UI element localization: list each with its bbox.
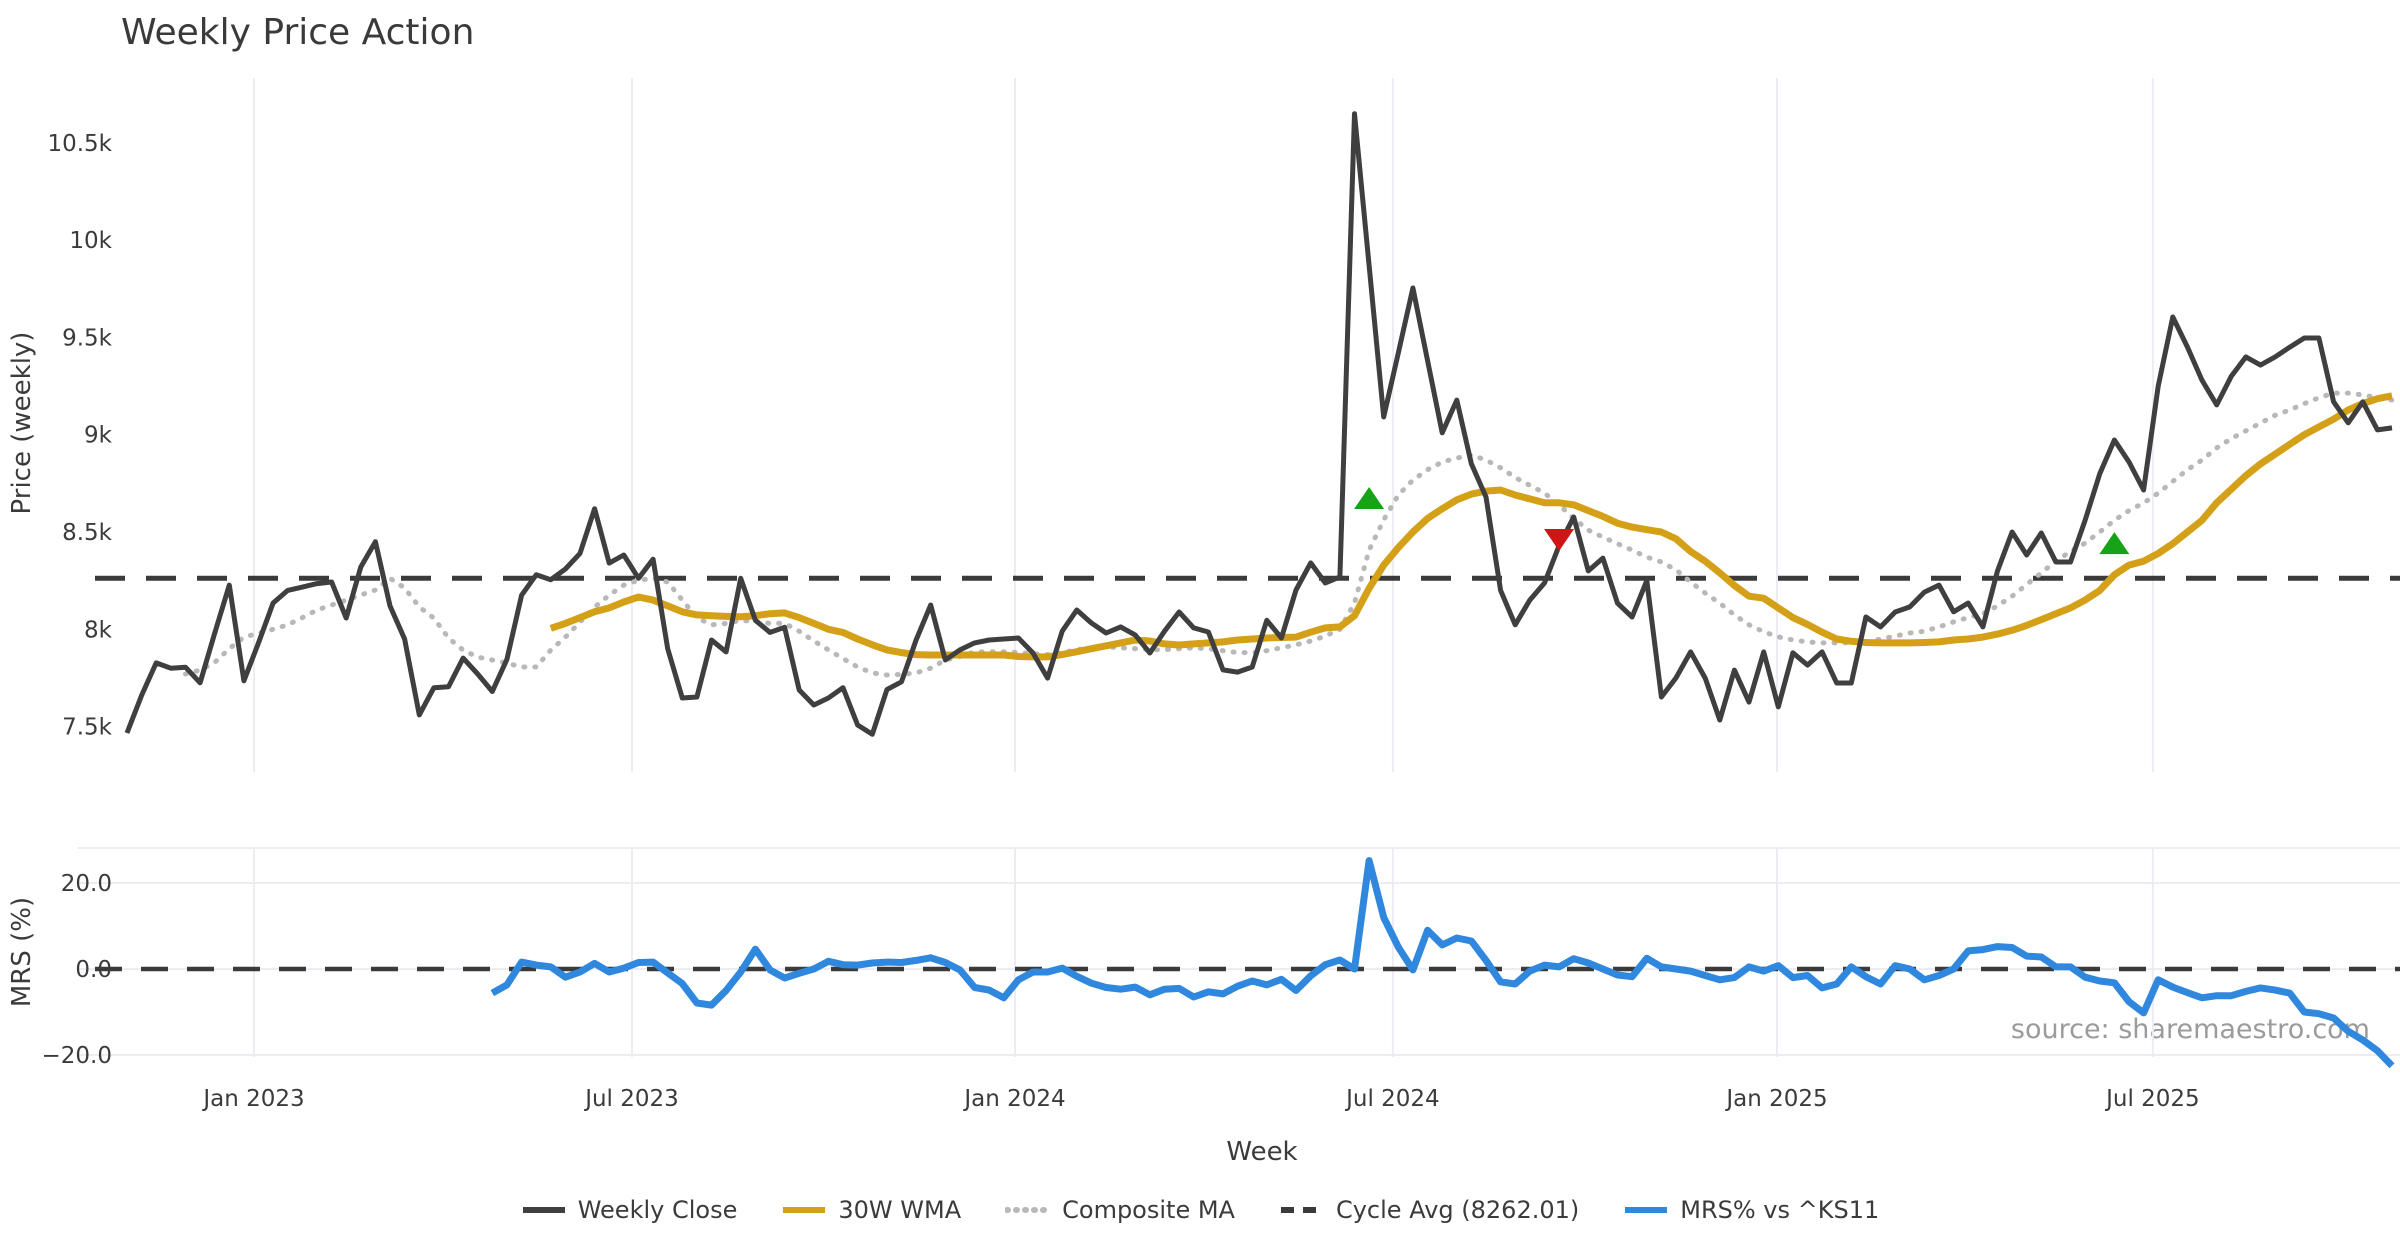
legend-label: 30W WMA	[838, 1196, 962, 1224]
composite-ma-line	[183, 390, 2395, 678]
legend-item-mrs: MRS% vs ^KS11	[1623, 1196, 1879, 1224]
weekly-close-line	[124, 111, 2393, 737]
price-tick-label: 10k	[69, 228, 112, 254]
x-tick-label: Jan 2025	[1724, 1086, 1827, 1112]
chart-title: Weekly Price Action	[121, 12, 475, 53]
legend-item-cycle-avg: Cycle Avg (8262.01)	[1279, 1196, 1579, 1224]
price-tick-label: 10.5k	[47, 131, 112, 157]
legend: Weekly Close 30W WMA Composite MA Cycle Avg…	[0, 1196, 2400, 1224]
price-tick-label: 8k	[84, 617, 113, 643]
price-tick-label: 9.5k	[62, 325, 113, 351]
legend-item-weekly-close: Weekly Close	[521, 1196, 738, 1224]
legend-label: Weekly Close	[577, 1196, 738, 1224]
mrs-tick-label: 20.0	[61, 871, 112, 897]
composite-ma-swatch-icon	[1005, 1207, 1052, 1213]
legend-item-composite-ma: Composite MA	[1005, 1196, 1235, 1224]
weekly-close-swatch-icon	[522, 1207, 565, 1213]
mrs-swatch-icon	[1625, 1207, 1668, 1213]
wma-30w-swatch-icon	[783, 1207, 826, 1213]
x-tick-label: Jan 2024	[962, 1086, 1065, 1112]
price-tick-label: 7.5k	[62, 715, 113, 741]
wma-30w-line	[549, 392, 2393, 661]
legend-label: Cycle Avg (8262.01)	[1335, 1196, 1580, 1224]
price-tick-label: 9k	[84, 423, 113, 449]
legend-item-wma-30w: 30W WMA	[781, 1196, 961, 1224]
triangle-down-marker	[1544, 528, 1575, 551]
mrs-tick-label: −20.0	[42, 1043, 112, 1069]
mrs-line	[490, 857, 2395, 1069]
triangle-up-marker	[2099, 532, 2130, 555]
x-tick-label: Jul 2024	[1344, 1086, 1440, 1112]
x-tick-label: Jul 2023	[583, 1086, 679, 1112]
legend-label: Composite MA	[1062, 1196, 1235, 1224]
legend-label: MRS% vs ^KS11	[1680, 1196, 1880, 1224]
x-tick-label: Jan 2023	[201, 1086, 304, 1112]
triangle-up-marker	[1354, 486, 1385, 509]
cycle-avg-swatch-icon	[1280, 1207, 1323, 1213]
source-credit: source: sharemaestro.com	[2010, 1014, 2370, 1045]
x-tick-label: Jul 2025	[2104, 1086, 2200, 1112]
price-tick-label: 8.5k	[62, 520, 113, 546]
week-axis-title: Week	[1226, 1137, 1298, 1167]
